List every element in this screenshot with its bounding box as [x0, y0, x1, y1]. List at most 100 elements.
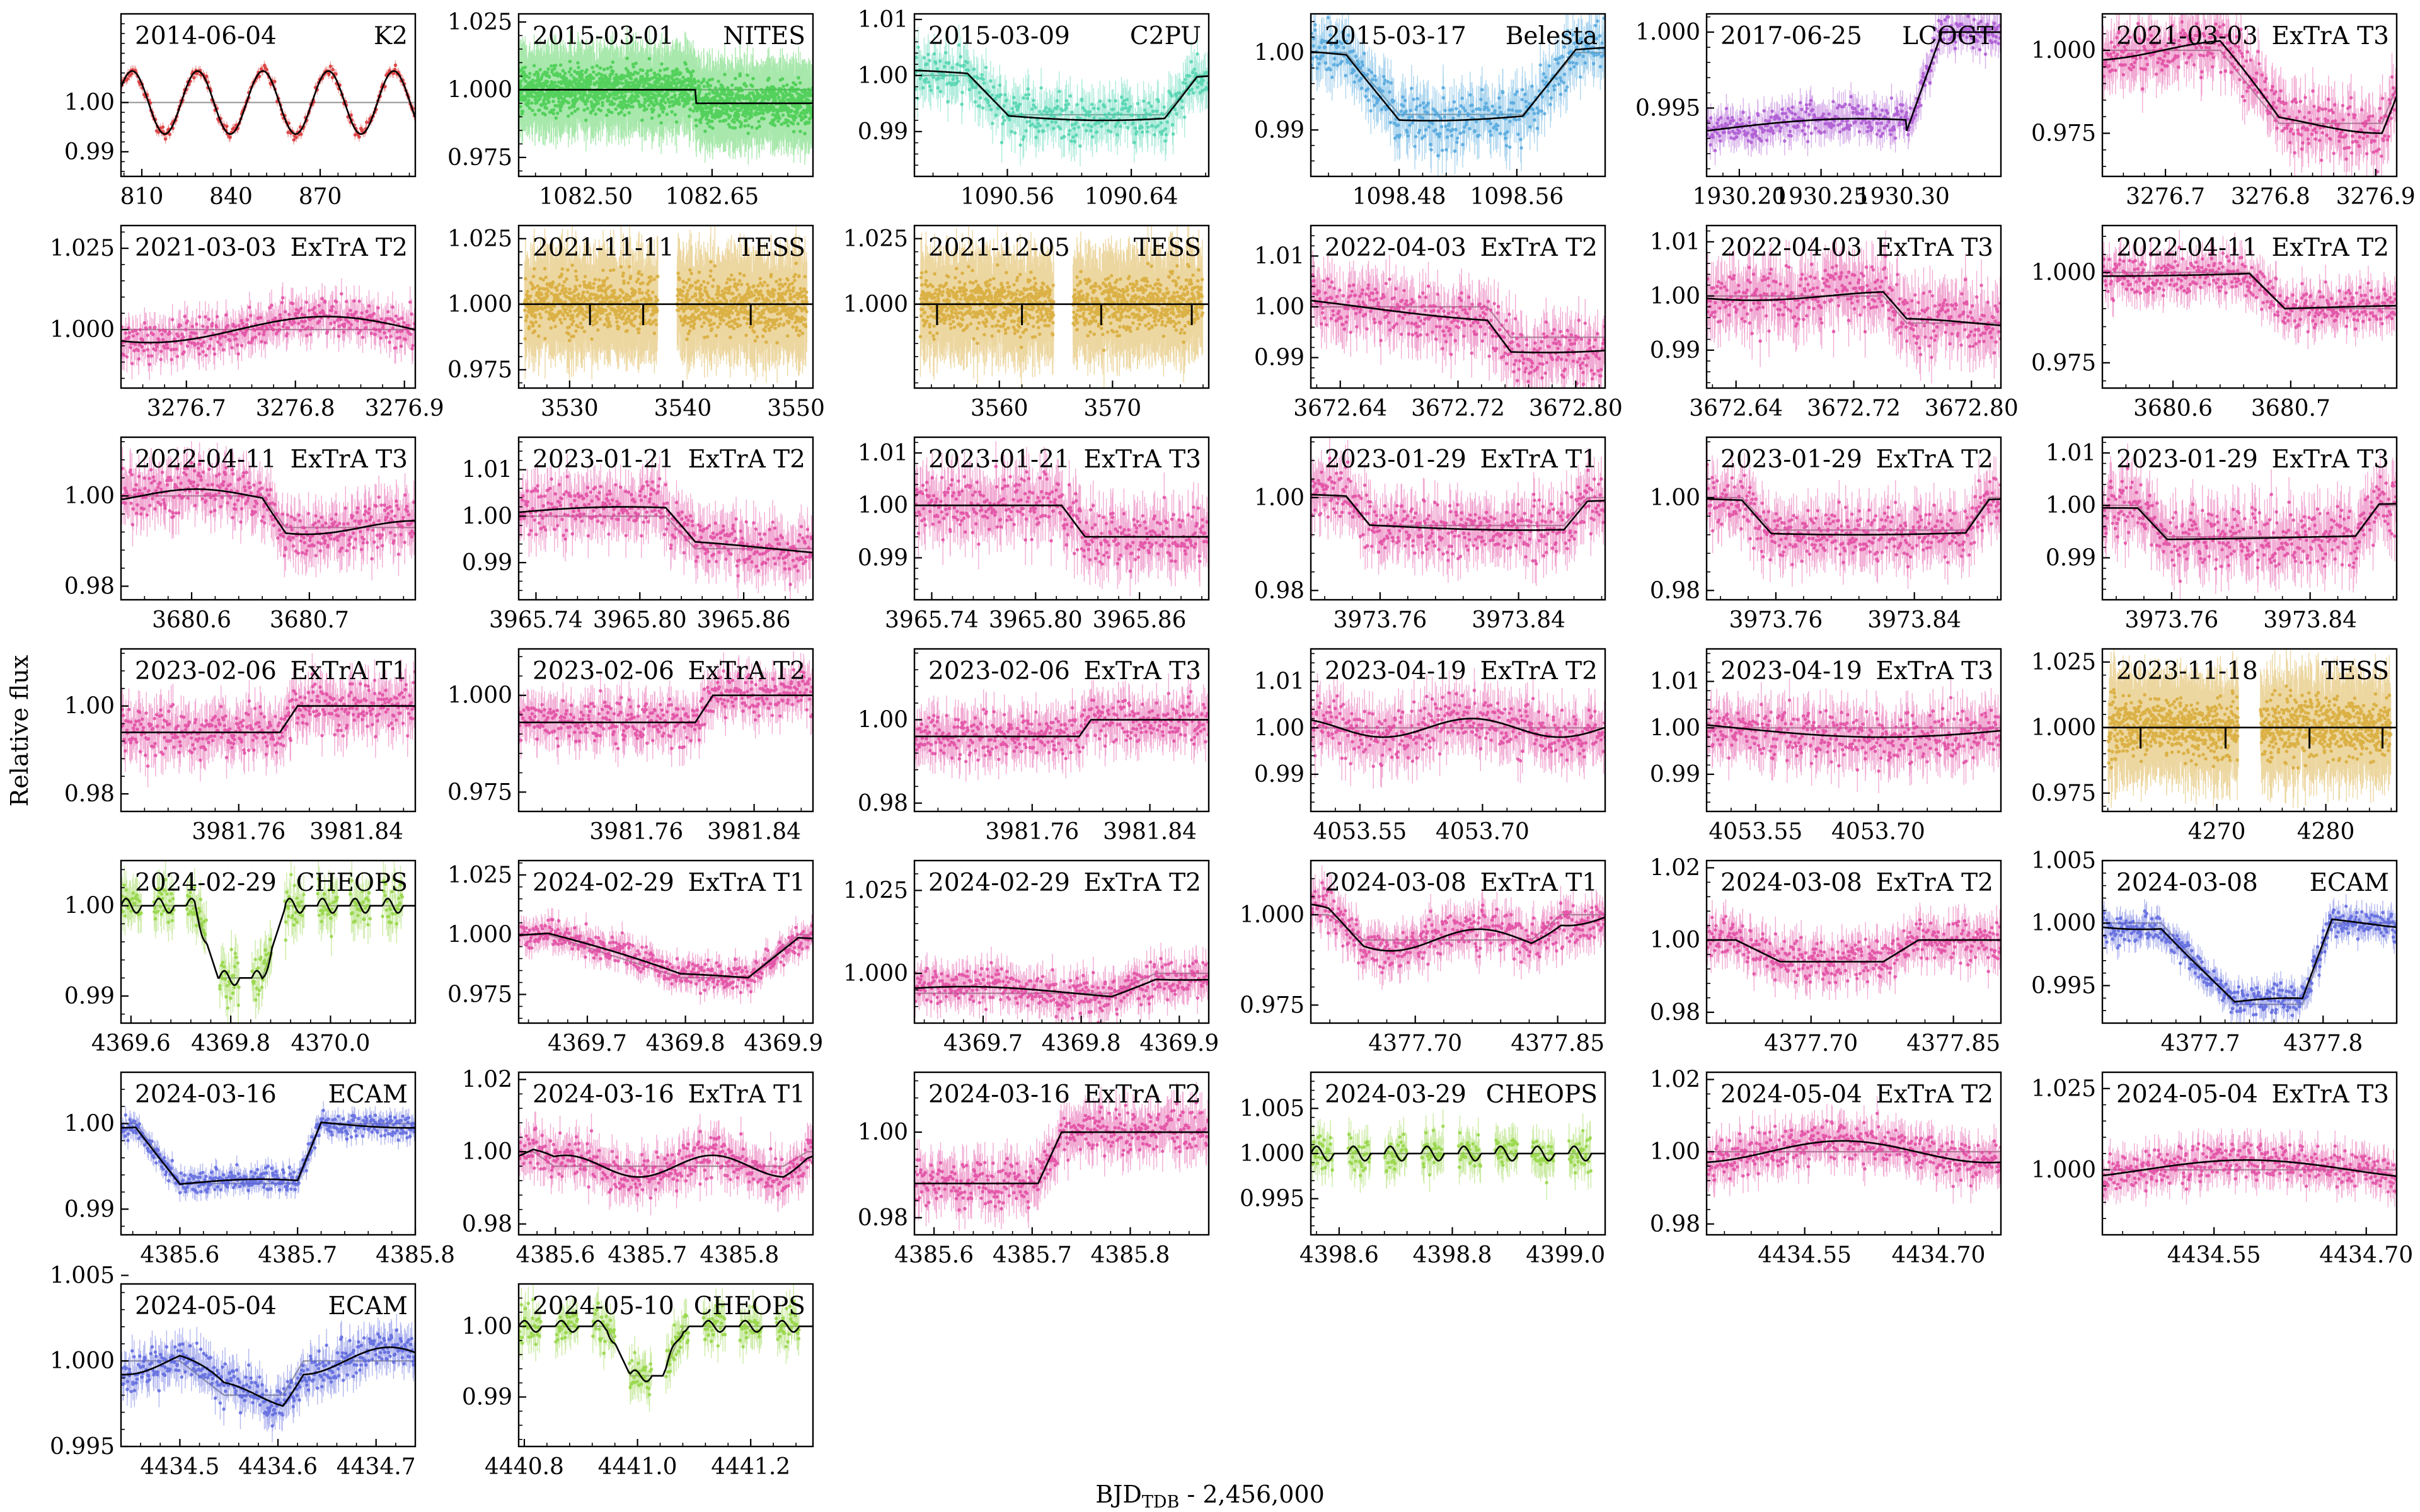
panel-instrument-label: ExTrA T2: [1876, 445, 1993, 474]
panel-9-data: [914, 226, 1209, 388]
y-tick-label: 1.00: [462, 1314, 512, 1339]
panel-19: 3981.76 3981.84 0.98 1.00 2023-02-06 ExTrA T1: [64, 648, 417, 845]
y-tick-label: 1.000: [1240, 1141, 1305, 1167]
x-tick-label: 3530: [541, 396, 599, 421]
y-tick-label: 1.00: [1254, 40, 1305, 66]
panel-instrument-label: ExTrA T1: [1480, 445, 1598, 474]
panel-instrument-label: ExTrA T2: [1083, 869, 1201, 897]
panel-date-label: 2022-04-03: [1325, 234, 1466, 262]
x-tick-label: 4377.70: [1368, 1031, 1462, 1057]
panel-frame: [2101, 648, 2398, 813]
panel-date-label: 2017-06-25: [1720, 22, 1862, 50]
y-tick-label: 1.00: [1650, 927, 1700, 953]
panel-27: 4369.7 4369.8 4369.9 1.000 1.025 2024-02-29 Ex…: [843, 859, 1219, 1057]
panel-date-label: 2023-02-06: [928, 657, 1070, 685]
y-tick-label: 1.025: [447, 9, 512, 35]
panel-instrument-label: NITES: [723, 22, 805, 50]
panel-frame: [120, 436, 417, 601]
x-tick-label: 1930.25: [1774, 184, 1868, 210]
panel-33: 4385.6 4385.7 4385.8 0.98 1.00 2024-03-16 ExTr…: [858, 1071, 1210, 1268]
y-tick-label: 1.005: [2031, 848, 2096, 874]
best-fit-model-line: [121, 316, 415, 344]
panel-6-data: [2102, 14, 2397, 176]
panel-10-data: [1311, 250, 1605, 388]
y-tick-label: 0.975: [447, 145, 512, 171]
panel-24-data: [2102, 649, 2397, 808]
y-tick-label: 1.000: [2031, 1157, 2096, 1183]
x-tick-label: 1098.48: [1352, 184, 1446, 210]
panel-frame: [2101, 436, 2398, 601]
panel-22-data: [1311, 668, 1605, 789]
panel-instrument-label: ECAM: [2310, 869, 2389, 897]
y-tick-label: 1.000: [1635, 20, 1700, 45]
panel-35: 4434.55 4434.70 0.98 1.00 1.02 2024-05-04 ExTr…: [1650, 1067, 2002, 1268]
y-tick-label: 1.000: [2031, 38, 2096, 64]
best-fit-model-line: [519, 1148, 813, 1178]
panel-date-label: 2023-01-21: [928, 445, 1070, 474]
y-tick-label: 0.98: [1650, 1000, 1700, 1026]
x-tick-label: 4369.9: [1139, 1031, 1219, 1057]
y-tick-label: 1.000: [447, 77, 512, 103]
y-tick-label: 1.00: [64, 90, 115, 116]
best-fit-model-line: [2102, 918, 2397, 1003]
y-tick-label: 1.01: [1254, 243, 1305, 269]
panel-18: 3973.76 3973.84 0.99 1.00 1.01 2023-01-29 ExTr…: [2046, 436, 2398, 633]
panel-instrument-label: ExTrA T3: [2271, 1080, 2389, 1109]
panel-frame: [517, 13, 814, 178]
panel-date-label: 2015-03-01: [533, 22, 674, 50]
best-fit-model-line: [121, 1121, 415, 1185]
panel-instrument-label: C2PU: [1130, 22, 1201, 50]
panel-29-data: [1707, 899, 2001, 1000]
panel-frame: [913, 13, 1210, 178]
panel-frame: [517, 648, 814, 813]
best-fit-model-line: [914, 719, 1209, 738]
y-tick-label: 1.00: [858, 1120, 908, 1145]
y-tick-label: 0.98: [858, 791, 908, 816]
error-bars: [519, 908, 813, 1005]
best-fit-model-line: [519, 89, 813, 105]
x-tick-label: 3276.9: [365, 396, 444, 421]
best-fit-model-line: [121, 705, 415, 733]
x-tick-label: 1930.20: [1692, 184, 1786, 210]
panel-25: 4369.6 4369.8 4370.0 0.99 1.00 2024-02-29 CHEO…: [64, 859, 417, 1057]
x-tick-label: 4434.7: [337, 1454, 416, 1480]
best-fit-model-line: [2102, 503, 2397, 541]
panel-frame: [913, 224, 1210, 389]
panel-instrument-label: ExTrA T1: [1480, 869, 1598, 897]
y-tick-label: 1.00: [462, 503, 512, 529]
x-tick-label: 3973.84: [2263, 607, 2357, 633]
x-tick-label: 4280: [2297, 819, 2355, 845]
panel-frame: [1310, 13, 1606, 178]
y-tick-label: 0.99: [1650, 338, 1700, 364]
panel-32-data: [519, 1111, 813, 1216]
y-tick-label: 0.975: [447, 357, 512, 383]
y-tick-label: 1.000: [843, 292, 908, 318]
panel-instrument-label: Belesta: [1506, 22, 1598, 50]
best-fit-model-line: [1707, 31, 2001, 132]
x-tick-label: 4385.8: [1090, 1242, 1170, 1268]
panel-instrument-label: TESS: [738, 234, 805, 262]
y-tick-label: 1.02: [1650, 855, 1700, 881]
y-tick-label: 0.975: [2031, 350, 2096, 376]
x-tick-label: 3680.7: [2251, 396, 2331, 421]
y-tick-label: 1.01: [1254, 669, 1305, 695]
x-tick-label: 1098.56: [1470, 184, 1564, 210]
x-tick-label: 4399.0: [1526, 1242, 1605, 1268]
panel-37: 4434.5 4434.6 4434.7 0.995 1.000 1.005 2024-05…: [50, 1263, 417, 1480]
panel-instrument-label: ExTrA T2: [1876, 1080, 1993, 1109]
best-fit-model-line: [519, 1319, 813, 1383]
y-tick-label: 0.99: [2046, 545, 2096, 571]
panel-frame: [120, 1283, 417, 1448]
panel-instrument-label: CHEOPS: [1486, 1080, 1598, 1109]
y-tick-label: 0.995: [50, 1434, 115, 1460]
y-tick-label: 1.00: [2046, 493, 2096, 518]
x-tick-label: 3965.86: [1093, 607, 1187, 633]
best-fit-model-line: [914, 69, 1209, 122]
panel-35-data: [1707, 1096, 2001, 1204]
panel-date-label: 2021-11-11: [533, 234, 674, 262]
best-fit-model-line: [1707, 498, 2001, 536]
best-fit-model-line: [1311, 299, 1605, 353]
y-tick-label: 1.00: [1254, 294, 1305, 320]
panel-date-label: 2024-05-04: [1720, 1080, 1862, 1109]
panel-date-label: 2024-02-29: [928, 869, 1070, 897]
